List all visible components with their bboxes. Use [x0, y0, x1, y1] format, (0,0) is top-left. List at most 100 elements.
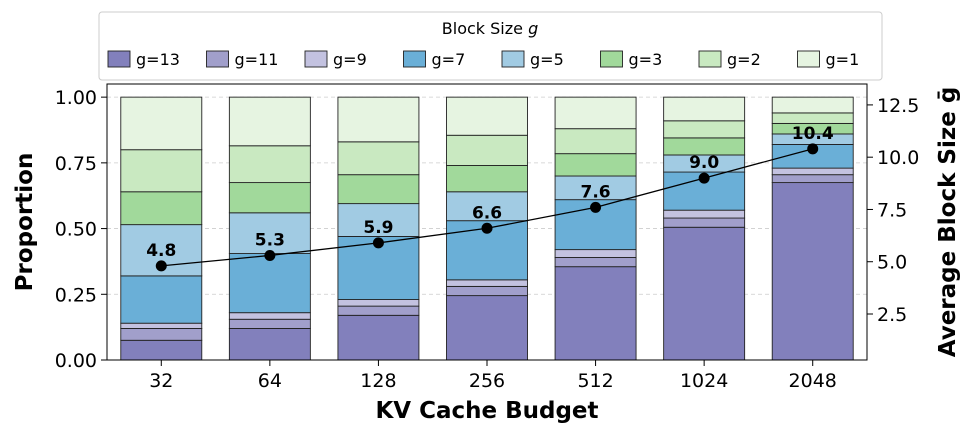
bar-segment-g=1-2048	[771, 96, 854, 114]
y2-tick-label: 12.5	[877, 95, 919, 117]
bars	[120, 96, 854, 361]
y-tick-label: 0.00	[55, 350, 97, 372]
y2-tick-label: 10.0	[877, 147, 919, 169]
legend-swatch-g=11	[206, 50, 229, 68]
bar-segment-g=11-128	[337, 305, 420, 316]
x-axis-title: KV Cache Budget	[375, 398, 598, 424]
x-tick-label: 1024	[680, 370, 728, 392]
bar-segment-g=1-32	[120, 96, 203, 151]
x-axis: 32 64 128 256 512 1024 2048	[149, 360, 837, 392]
bar-segment-g=13-128	[337, 314, 420, 361]
bar-segment-g=3-128	[337, 174, 420, 205]
average-point-1024	[698, 172, 710, 184]
x-tick-label: 128	[360, 370, 396, 392]
bar-segment-g=9-2048	[771, 167, 854, 176]
y2-tick-label: 2.5	[877, 304, 907, 326]
legend-swatch-g=2	[698, 50, 722, 68]
bar-segment-g=2-512	[554, 128, 637, 155]
legend: Block Size g g=13 g=11 g=9 g=7 g=5 g=3 g=2 g=1	[98, 11, 883, 81]
average-point-64	[264, 249, 276, 261]
x-tick-label: 2048	[789, 370, 837, 392]
bar-segment-g=7-64	[228, 253, 311, 314]
bar-segment-g=13-512	[554, 266, 637, 361]
bar-segment-g=13-256	[446, 295, 528, 361]
y2-tick-label: 5.0	[877, 252, 907, 274]
bar-segment-g=13-64	[228, 328, 311, 361]
x-tick-label: 256	[469, 370, 505, 392]
legend-swatch-g=7	[403, 50, 426, 68]
y2-tick-label: 7.5	[877, 199, 907, 221]
legend-items: g=13 g=11 g=9 g=7 g=5 g=3 g=2 g=1	[107, 50, 860, 69]
legend-label-g=5: g=5	[530, 50, 564, 69]
bar-segment-g=1-128	[337, 96, 420, 143]
bar-segment-g=11-1024	[663, 217, 746, 228]
bar-segment-g=9-128	[337, 299, 420, 307]
average-block-size-line: 4.8 5.3 5.9 6.6 7.6 9.0 10.4	[146, 124, 834, 272]
bar-segment-g=13-1024	[663, 226, 746, 361]
legend-swatch-g=13	[107, 50, 131, 68]
y-tick-label: 1.00	[55, 87, 97, 109]
legend-label-g=7: g=7	[432, 50, 466, 69]
legend-swatch-g=1	[797, 50, 820, 68]
legend-swatch-g=5	[501, 50, 525, 68]
y2-axis-title: Average Block Size ḡ	[935, 87, 961, 358]
average-data-label: 7.6	[581, 182, 611, 202]
bar-segment-g=13-2048	[771, 182, 854, 361]
x-tick-label: 512	[577, 370, 613, 392]
y-tick-label: 0.50	[55, 219, 97, 241]
left-y-axis: 0.00 0.25 0.50 0.75 1.00	[55, 87, 107, 372]
legend-swatch-g=9	[304, 50, 328, 68]
legend-label-g=9: g=9	[333, 50, 367, 69]
bar-segment-g=5-128	[337, 203, 420, 237]
average-data-label: 5.3	[255, 230, 285, 250]
bar-segment-g=1-512	[554, 96, 637, 130]
bar-segment-g=2-2048	[771, 112, 854, 124]
average-data-label: 5.9	[363, 218, 393, 238]
legend-label-g=1: g=1	[826, 50, 860, 69]
average-point-256	[481, 222, 493, 234]
bar-segment-g=11-2048	[771, 174, 854, 184]
bar-segment-g=1-256	[446, 96, 528, 136]
bar-segment-g=11-512	[554, 257, 637, 268]
bar-segment-g=9-1024	[663, 209, 746, 219]
average-point-2048	[807, 143, 819, 155]
y-axis-title: Proportion	[12, 153, 38, 292]
bar-segment-g=7-32	[120, 275, 203, 324]
legend-title: Block Size g	[442, 19, 538, 38]
legend-box	[98, 11, 883, 81]
x-tick-label: 32	[149, 370, 173, 392]
bar-segment-g=9-256	[446, 279, 528, 287]
bar-segment-g=3-32	[120, 191, 203, 226]
bar-segment-g=9-64	[228, 312, 311, 320]
bar-segment-g=2-32	[120, 149, 203, 193]
y-tick-label: 0.75	[55, 153, 97, 175]
bar-segment-g=5-64	[228, 212, 311, 254]
bar-segment-g=3-256	[446, 165, 528, 193]
bar-segment-g=11-32	[120, 328, 203, 341]
bar-segment-g=1-64	[228, 96, 311, 147]
bar-segment-g=9-512	[554, 249, 637, 258]
right-y-axis: 2.5 5.0 7.5 10.0 12.5	[867, 95, 919, 326]
legend-title-prefix: Block Size	[442, 19, 528, 38]
bar-segment-g=1-1024	[663, 96, 746, 122]
bar-segment-g=2-128	[337, 141, 420, 176]
legend-title-var: g	[528, 19, 538, 38]
bar-segment-g=2-1024	[663, 120, 746, 139]
average-point-512	[590, 201, 602, 213]
bar-segment-g=3-512	[554, 153, 637, 177]
bar-segment-g=2-256	[446, 134, 528, 166]
average-data-label: 4.8	[146, 241, 176, 261]
bar-segment-g=11-256	[446, 285, 528, 297]
bar-segment-g=9-32	[120, 322, 203, 329]
bar-segment-g=5-256	[446, 191, 528, 222]
average-data-label: 6.6	[472, 203, 502, 223]
average-data-label: 10.4	[792, 124, 834, 144]
x-tick-label: 64	[258, 370, 282, 392]
bar-segment-g=2-64	[228, 145, 311, 184]
legend-label-g=3: g=3	[629, 50, 663, 69]
average-point-128	[372, 237, 384, 249]
legend-label-g=2: g=2	[727, 50, 761, 69]
bar-segment-g=3-64	[228, 182, 311, 214]
legend-label-g=13: g=13	[136, 50, 180, 69]
